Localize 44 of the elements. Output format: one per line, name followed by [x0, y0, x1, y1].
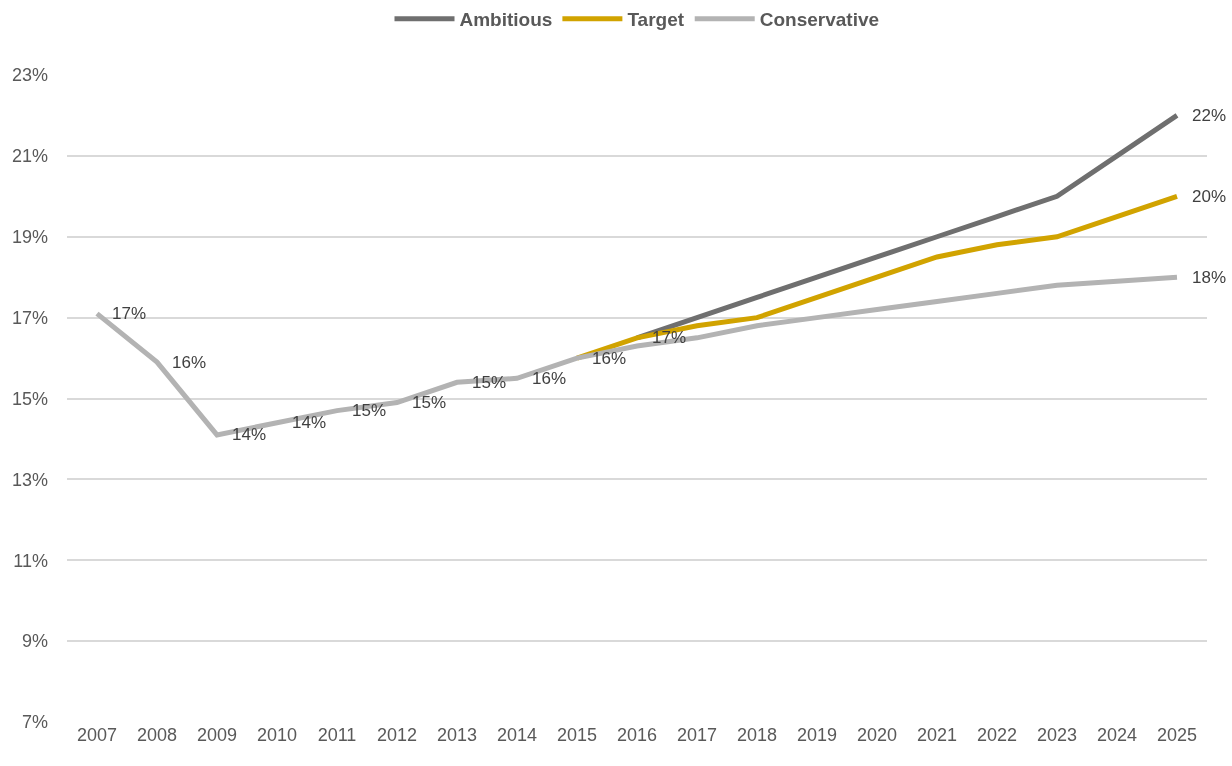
y-tick-label: 19% — [11, 227, 48, 248]
data-label: 22% — [1192, 106, 1227, 125]
data-label: 14% — [232, 425, 267, 444]
x-tick-label: 2007 — [76, 725, 118, 745]
y-tick-label: 11% — [13, 550, 48, 571]
x-tick-label: 2017 — [676, 725, 718, 745]
data-label: 16% — [172, 353, 207, 372]
y-tick-label: 7% — [21, 712, 48, 733]
data-label: 15% — [472, 373, 507, 392]
y-tick-label: 23% — [11, 65, 48, 86]
data-label: 17% — [652, 328, 687, 347]
x-tick-label: 2014 — [496, 725, 538, 745]
y-tick-label: 17% — [11, 307, 48, 328]
y-tick-label: 9% — [21, 631, 48, 652]
legend-label: Ambitious — [459, 9, 553, 31]
y-tick-label: 13% — [11, 469, 48, 490]
x-tick-label: 2024 — [1096, 725, 1138, 745]
data-label: 16% — [532, 369, 567, 388]
x-tick-label: 2012 — [376, 725, 418, 745]
legend-label: Target — [627, 9, 685, 31]
data-label: 20% — [1192, 187, 1227, 206]
x-tick-label: 2021 — [916, 725, 958, 745]
data-label: 14% — [292, 413, 327, 432]
x-tick-label: 2010 — [256, 725, 298, 745]
data-label: 16% — [592, 349, 627, 368]
x-tick-label: 2023 — [1036, 725, 1078, 745]
data-label: 15% — [412, 393, 447, 412]
x-tick-label: 2016 — [616, 725, 658, 745]
y-tick-label: 15% — [11, 388, 48, 409]
x-tick-label: 2022 — [976, 725, 1018, 745]
y-tick-label: 21% — [11, 146, 48, 167]
x-tick-label: 2019 — [796, 725, 838, 745]
x-tick-label: 2013 — [436, 725, 478, 745]
x-tick-label: 2015 — [556, 725, 598, 745]
data-label: 17% — [112, 304, 147, 323]
x-tick-label: 2018 — [736, 725, 778, 745]
x-tick-label: 2011 — [317, 725, 357, 745]
x-tick-label: 2008 — [136, 725, 178, 745]
x-tick-label: 2025 — [1156, 725, 1198, 745]
x-tick-label: 2009 — [196, 725, 238, 745]
data-label: 15% — [352, 401, 387, 420]
legend-label: Conservative — [759, 9, 880, 31]
x-tick-label: 2020 — [856, 725, 898, 745]
data-label: 18% — [1192, 268, 1227, 287]
